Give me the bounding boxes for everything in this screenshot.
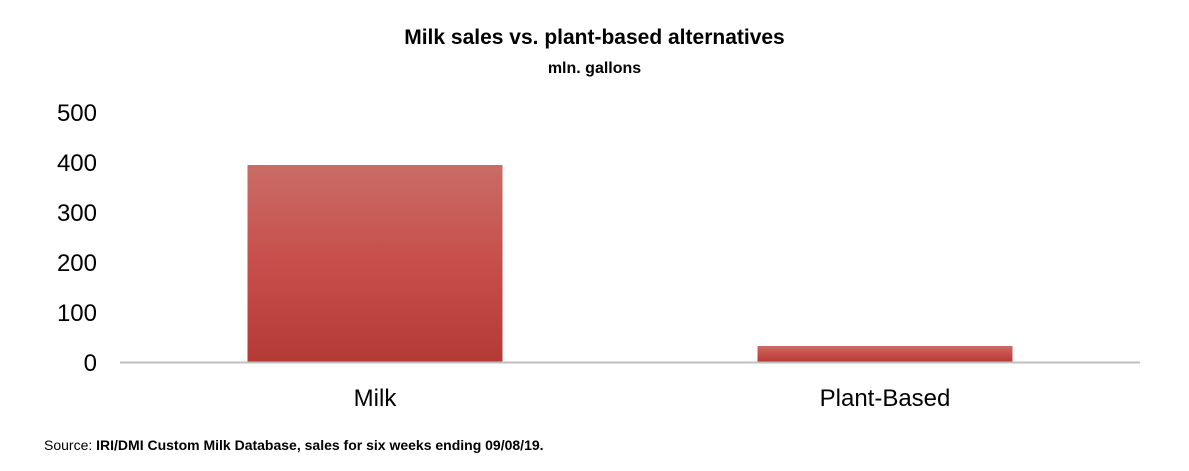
y-tick-label: 100 bbox=[57, 300, 97, 327]
bar-milk bbox=[247, 165, 503, 362]
y-tick-label: 200 bbox=[57, 250, 97, 277]
source-text: IRI/DMI Custom Milk Database, sales for … bbox=[96, 437, 544, 453]
y-tick-label: 300 bbox=[57, 200, 97, 227]
y-tick-label: 500 bbox=[57, 100, 97, 127]
x-tick-label: Milk bbox=[354, 385, 398, 412]
bar-plant-based bbox=[757, 346, 1013, 362]
y-tick-label: 0 bbox=[84, 350, 97, 377]
x-tick-label: Plant-Based bbox=[820, 385, 951, 412]
source-note: Source: IRI/DMI Custom Milk Database, sa… bbox=[44, 437, 544, 453]
source-label: Source: bbox=[44, 437, 97, 453]
chart-title: Milk sales vs. plant-based alternatives bbox=[404, 26, 785, 49]
y-tick-label: 400 bbox=[57, 150, 97, 177]
chart-subtitle: mln. gallons bbox=[547, 60, 642, 77]
